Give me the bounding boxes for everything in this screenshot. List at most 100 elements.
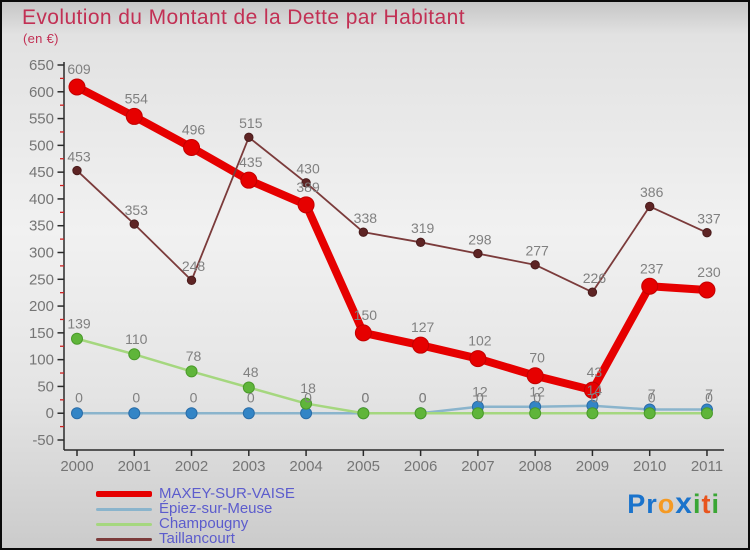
data-point: [354, 324, 372, 342]
data-point: [242, 381, 255, 394]
x-tick-label: 2000: [60, 458, 93, 475]
data-label: 237: [640, 260, 664, 276]
data-point: [473, 248, 483, 259]
data-point: [244, 132, 254, 143]
x-tick-label: 2001: [118, 458, 151, 475]
chart-subtitle: (en €): [23, 31, 59, 46]
data-point: [183, 139, 201, 156]
data-point: [129, 219, 139, 229]
logo-letter: r: [646, 489, 658, 519]
x-tick-label: 2006: [404, 458, 437, 475]
data-label: 139: [67, 315, 91, 331]
data-point: [587, 287, 598, 297]
y-tick-label: 0: [46, 405, 54, 422]
data-point: [641, 277, 659, 295]
data-point: [301, 178, 311, 188]
data-label: 102: [468, 333, 492, 349]
x-tick-label: 2007: [461, 458, 494, 475]
data-label: 0: [705, 390, 713, 406]
data-label: 453: [67, 148, 91, 164]
data-point: [357, 407, 370, 420]
x-tick-label: 2010: [633, 458, 666, 475]
data-point: [71, 332, 83, 345]
data-point: [583, 381, 601, 399]
data-label: 110: [125, 331, 148, 347]
data-label: 0: [533, 390, 541, 406]
data-label: 554: [125, 90, 149, 106]
data-point: [128, 407, 141, 420]
logo-letter: i: [711, 489, 720, 519]
data-label: 430: [296, 161, 320, 177]
data-label: 496: [182, 122, 206, 138]
y-tick-label: 250: [29, 271, 54, 288]
data-point: [530, 260, 540, 270]
data-label: 14: [587, 382, 603, 398]
logo-letter: P: [627, 489, 647, 519]
data-point: [700, 407, 713, 420]
data-point: [297, 196, 315, 214]
data-point: [414, 407, 427, 420]
data-point: [471, 407, 484, 420]
data-label: 0: [75, 390, 83, 406]
legend-swatch: [96, 507, 152, 511]
data-label: 0: [190, 390, 198, 406]
legend-label: Taillancourt: [159, 530, 235, 547]
y-tick-label: 650: [29, 57, 54, 74]
chart-legend: MAXEY-SUR-VAISE Épiez-sur-Meuse Champougny…: [96, 486, 295, 547]
data-label: 78: [186, 348, 202, 364]
legend-swatch: [96, 491, 152, 497]
data-label: 337: [697, 210, 721, 226]
series-line-MAXEY-SUR-VAISE: [73, 82, 711, 395]
data-label: 298: [468, 231, 492, 247]
y-tick-label: 550: [29, 111, 54, 128]
x-tick-label: 2011: [691, 458, 723, 475]
data-label: 609: [67, 61, 91, 77]
data-label: 0: [132, 390, 140, 406]
data-point: [71, 407, 83, 420]
data-label: 386: [640, 184, 664, 200]
data-point: [469, 350, 487, 368]
data-point: [526, 367, 544, 385]
logo-letter: o: [657, 489, 676, 519]
x-tick-label: 2003: [232, 458, 265, 475]
data-label: 12: [529, 383, 545, 399]
data-label: 435: [239, 154, 263, 170]
legend-label: Champougny: [159, 515, 249, 532]
data-point: [586, 407, 599, 420]
data-label: 48: [243, 364, 259, 380]
legend-item-MAXEY-SUR-VAISE: MAXEY-SUR-VAISE: [96, 486, 295, 501]
x-tick-label: 2008: [518, 458, 551, 475]
y-tick-label: 150: [29, 325, 54, 342]
data-label: 277: [525, 243, 549, 259]
legend-item-Taillancourt: Taillancourt: [96, 530, 295, 547]
data-point: [702, 227, 712, 238]
data-point: [240, 171, 258, 189]
x-tick-label: 2005: [347, 458, 380, 475]
x-tick-label: 2009: [576, 458, 609, 475]
legend-swatch: [96, 537, 152, 541]
y-tick-label: 200: [29, 298, 54, 315]
data-point: [242, 407, 255, 420]
data-label: 0: [648, 390, 656, 406]
data-point: [412, 336, 430, 354]
data-label: 0: [591, 390, 599, 406]
data-point: [529, 407, 542, 420]
data-label: 230: [697, 264, 721, 280]
y-tick-label: 450: [29, 164, 54, 181]
data-label: 226: [583, 270, 607, 286]
y-tick-label: -50: [32, 432, 54, 449]
logo-letter: t: [701, 489, 712, 519]
data-label: 0: [476, 390, 484, 406]
data-point: [128, 348, 141, 361]
legend-swatch: [96, 522, 152, 526]
data-label: 70: [529, 350, 545, 366]
legend-item-Épiez-sur-Meuse: Épiez-sur-Meuse: [96, 501, 295, 516]
data-point: [185, 365, 198, 378]
data-point: [125, 107, 143, 125]
data-point: [698, 281, 716, 299]
data-label: 0: [304, 390, 312, 406]
data-label: 7: [705, 386, 713, 402]
data-point: [415, 237, 426, 248]
y-tick-label: 400: [29, 191, 54, 208]
data-label: 43: [587, 364, 603, 380]
